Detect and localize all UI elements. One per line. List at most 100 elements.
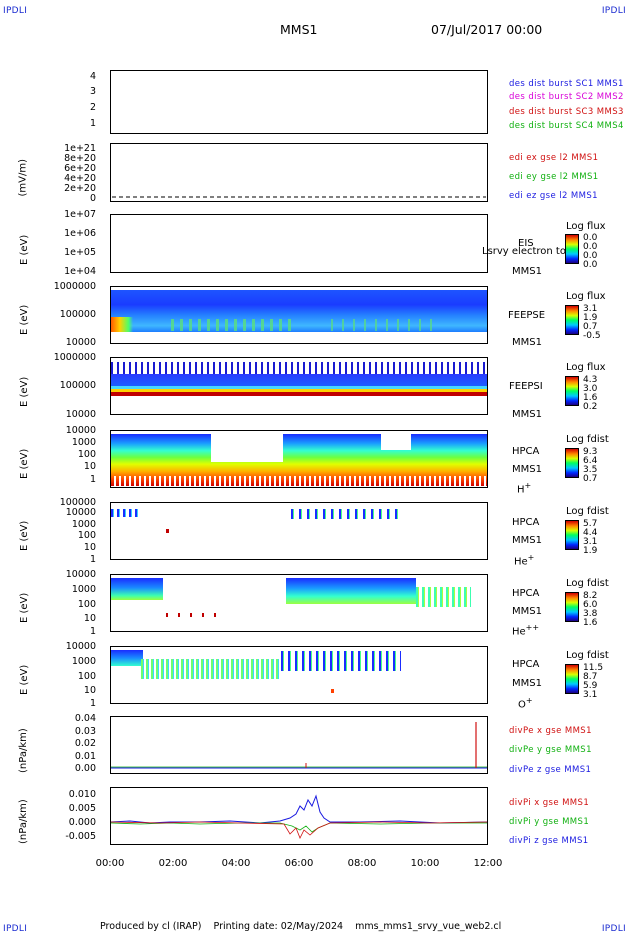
ytick: 0.03: [74, 726, 96, 737]
legend-entry: divPi x gse MMS1: [509, 798, 590, 808]
colorbar-title: Log flux: [566, 362, 606, 373]
mission-title: MMS1: [280, 22, 318, 37]
ytick: 4: [89, 71, 96, 82]
species-label: He++: [512, 623, 539, 637]
colorbar-tick: 0.7: [583, 322, 598, 332]
colorbar-tick: 11.5: [583, 663, 604, 673]
colorbar-title: Log fdist: [566, 506, 609, 517]
species-label: O+: [518, 696, 533, 710]
colorbar: [565, 520, 579, 550]
species-name: He: [512, 626, 526, 638]
ytick: 0: [89, 193, 96, 204]
ytick: 10: [83, 685, 96, 696]
panel-hpca-o: [110, 646, 488, 704]
ytick: 0.00: [74, 763, 96, 774]
corner-label-top-left: IPDLI: [3, 6, 28, 16]
panel-burst: [110, 70, 488, 134]
ytick: 100000: [59, 497, 96, 508]
spacecraft-label: MMS1: [512, 337, 542, 348]
ytick: 1: [89, 698, 96, 709]
ytick: 2e+20: [64, 183, 96, 194]
ytick: 1e+04: [64, 266, 96, 277]
ytick: 100000: [59, 309, 96, 320]
ytick: 4e+20: [64, 173, 96, 184]
colorbar-title: Log fdist: [566, 434, 609, 445]
legend-entry: des dist burst SC1 MMS1: [509, 79, 624, 89]
ytick: 1000000: [53, 281, 96, 292]
xtick-label: 06:00: [284, 858, 314, 869]
legend-entry: divPe y gse MMS1: [509, 745, 592, 755]
instrument-label: HPCA: [512, 446, 540, 457]
colorbar: [565, 376, 579, 406]
colorbar-tick: 6.0: [583, 600, 598, 610]
plot-datetime: 07/Jul/2017 00:00: [431, 22, 543, 37]
ytick: 1000000: [53, 352, 96, 363]
spacecraft-label: MMS1: [512, 464, 542, 475]
ytick: 0.01: [74, 751, 96, 762]
ytick: 1000: [71, 519, 96, 530]
instrument-label: HPCA: [512, 588, 540, 599]
colorbar-tick: -0.5: [583, 331, 601, 341]
ytick: 0.04: [74, 713, 96, 724]
colorbar-tick: 1.9: [583, 313, 598, 323]
ytick: 0.000: [68, 817, 96, 828]
ytick: 3: [89, 86, 96, 97]
corner-label-bottom-left: IPDLI: [3, 924, 28, 934]
ytick: 10: [83, 461, 96, 472]
ytick: 100: [77, 449, 96, 460]
colorbar-tick: 3.8: [583, 609, 598, 619]
ytick: 1: [89, 474, 96, 485]
instrument-label: HPCA: [512, 659, 540, 670]
panel-divpe: [110, 716, 488, 774]
ytick: 1e+21: [64, 143, 96, 154]
colorbar-tick: 8.2: [583, 591, 598, 601]
panel-edi: [110, 143, 488, 202]
xtick-label: 08:00: [347, 858, 377, 869]
instrument-label: HPCA: [512, 517, 540, 528]
footer-filename: mms_mms1_srvy_vue_web2.cl: [355, 921, 502, 932]
species-charge: +: [524, 481, 532, 490]
spacecraft-label: MMS1: [512, 266, 542, 277]
legend-entry: des dist burst SC4 MMS4: [509, 121, 624, 131]
colorbar-tick: 8.7: [583, 672, 598, 682]
instrument-label: FEEPSI: [509, 381, 543, 392]
colorbar-tick: 9.3: [583, 447, 598, 457]
colorbar-tick: 4.4: [583, 528, 598, 538]
species-label: He+: [514, 553, 534, 567]
colorbar-tick: 1.6: [583, 618, 598, 628]
colorbar-tick: 3.1: [583, 690, 598, 700]
panel-divpi: [110, 787, 488, 845]
spacecraft-label: MMS1: [512, 678, 542, 689]
panel-hpca-he2: [110, 574, 488, 632]
ytick: 1: [89, 118, 96, 129]
species-charge: ++: [525, 623, 540, 632]
colorbar-tick: 3.5: [583, 465, 598, 475]
ytick: 10000: [65, 409, 96, 420]
ytick: 1e+07: [64, 209, 96, 220]
legend-entry: edi ez gse l2 MMS1: [509, 191, 598, 201]
ytick: 100: [77, 671, 96, 682]
xtick-label: 12:00: [473, 858, 503, 869]
colorbar-tick: 0.2: [583, 402, 598, 412]
ytick: 100: [77, 599, 96, 610]
ytick: 1e+06: [64, 228, 96, 239]
ytick: 0.005: [68, 803, 96, 814]
legend-entry: divPe x gse MMS1: [509, 726, 592, 736]
panel-feepse: [110, 286, 488, 344]
colorbar: [565, 664, 579, 694]
colorbar-title: Log flux: [566, 291, 606, 302]
colorbar-tick: 5.9: [583, 681, 598, 691]
legend-entry: edi ex gse l2 MMS1: [509, 153, 599, 163]
colorbar-tick: 0.0: [583, 251, 598, 261]
ytick: 1000: [71, 584, 96, 595]
corner-label-bottom-right: IPDLI: [601, 924, 626, 934]
ytick: 10: [83, 542, 96, 553]
species-charge: +: [525, 696, 533, 705]
divpi-y-trace: [110, 822, 487, 833]
species-name: O: [518, 699, 526, 711]
spacecraft-label: MMS1: [512, 606, 542, 617]
legend-entry: divPi z gse MMS1: [509, 836, 589, 846]
footer: Produced by cl (IRAP) Printing date: 02/…: [100, 921, 501, 932]
colorbar: [565, 592, 579, 622]
